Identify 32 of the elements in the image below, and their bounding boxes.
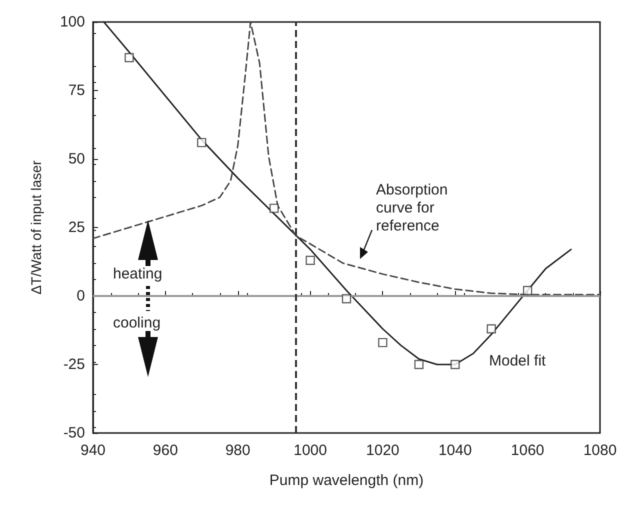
annotation: Absorption curve for reference bbox=[376, 182, 448, 234]
y-tick-label: -50 bbox=[63, 424, 85, 442]
point bbox=[197, 138, 206, 148]
x-tick-label: 960 bbox=[152, 442, 178, 459]
y-tick-label: 25 bbox=[68, 219, 85, 236]
annotation: cooling bbox=[113, 314, 161, 332]
y-tick-label: 75 bbox=[68, 82, 85, 99]
x-tick-label: 1000 bbox=[294, 442, 327, 459]
y-tick-label: 100 bbox=[60, 14, 85, 30]
y-tick-label: 50 bbox=[68, 150, 85, 168]
annotation: Model fit bbox=[489, 352, 547, 370]
x-axis-title: Pump wavelength (nm) bbox=[269, 472, 424, 489]
point bbox=[342, 294, 352, 304]
point bbox=[522, 286, 532, 296]
point bbox=[414, 360, 424, 370]
x-tick-label: 1060 bbox=[510, 442, 544, 459]
x-tick-label: 1040 bbox=[438, 442, 472, 459]
y-tick-label: -25 bbox=[63, 356, 85, 373]
point bbox=[269, 204, 279, 213]
x-tick-label: 1080 bbox=[583, 442, 617, 459]
point bbox=[378, 338, 388, 348]
point bbox=[306, 256, 315, 265]
y-tick-label: 0 bbox=[76, 288, 85, 304]
x-tick-label: 940 bbox=[80, 442, 106, 459]
annotation: heating bbox=[113, 266, 162, 282]
point bbox=[450, 360, 460, 370]
point bbox=[124, 53, 134, 62]
x-tick-label: 1020 bbox=[366, 442, 400, 459]
y-axis-title: ΔT/Watt of input laser bbox=[28, 160, 44, 295]
point bbox=[486, 324, 496, 334]
x-tick-label: 980 bbox=[225, 442, 250, 459]
line-series bbox=[92, 21, 601, 296]
